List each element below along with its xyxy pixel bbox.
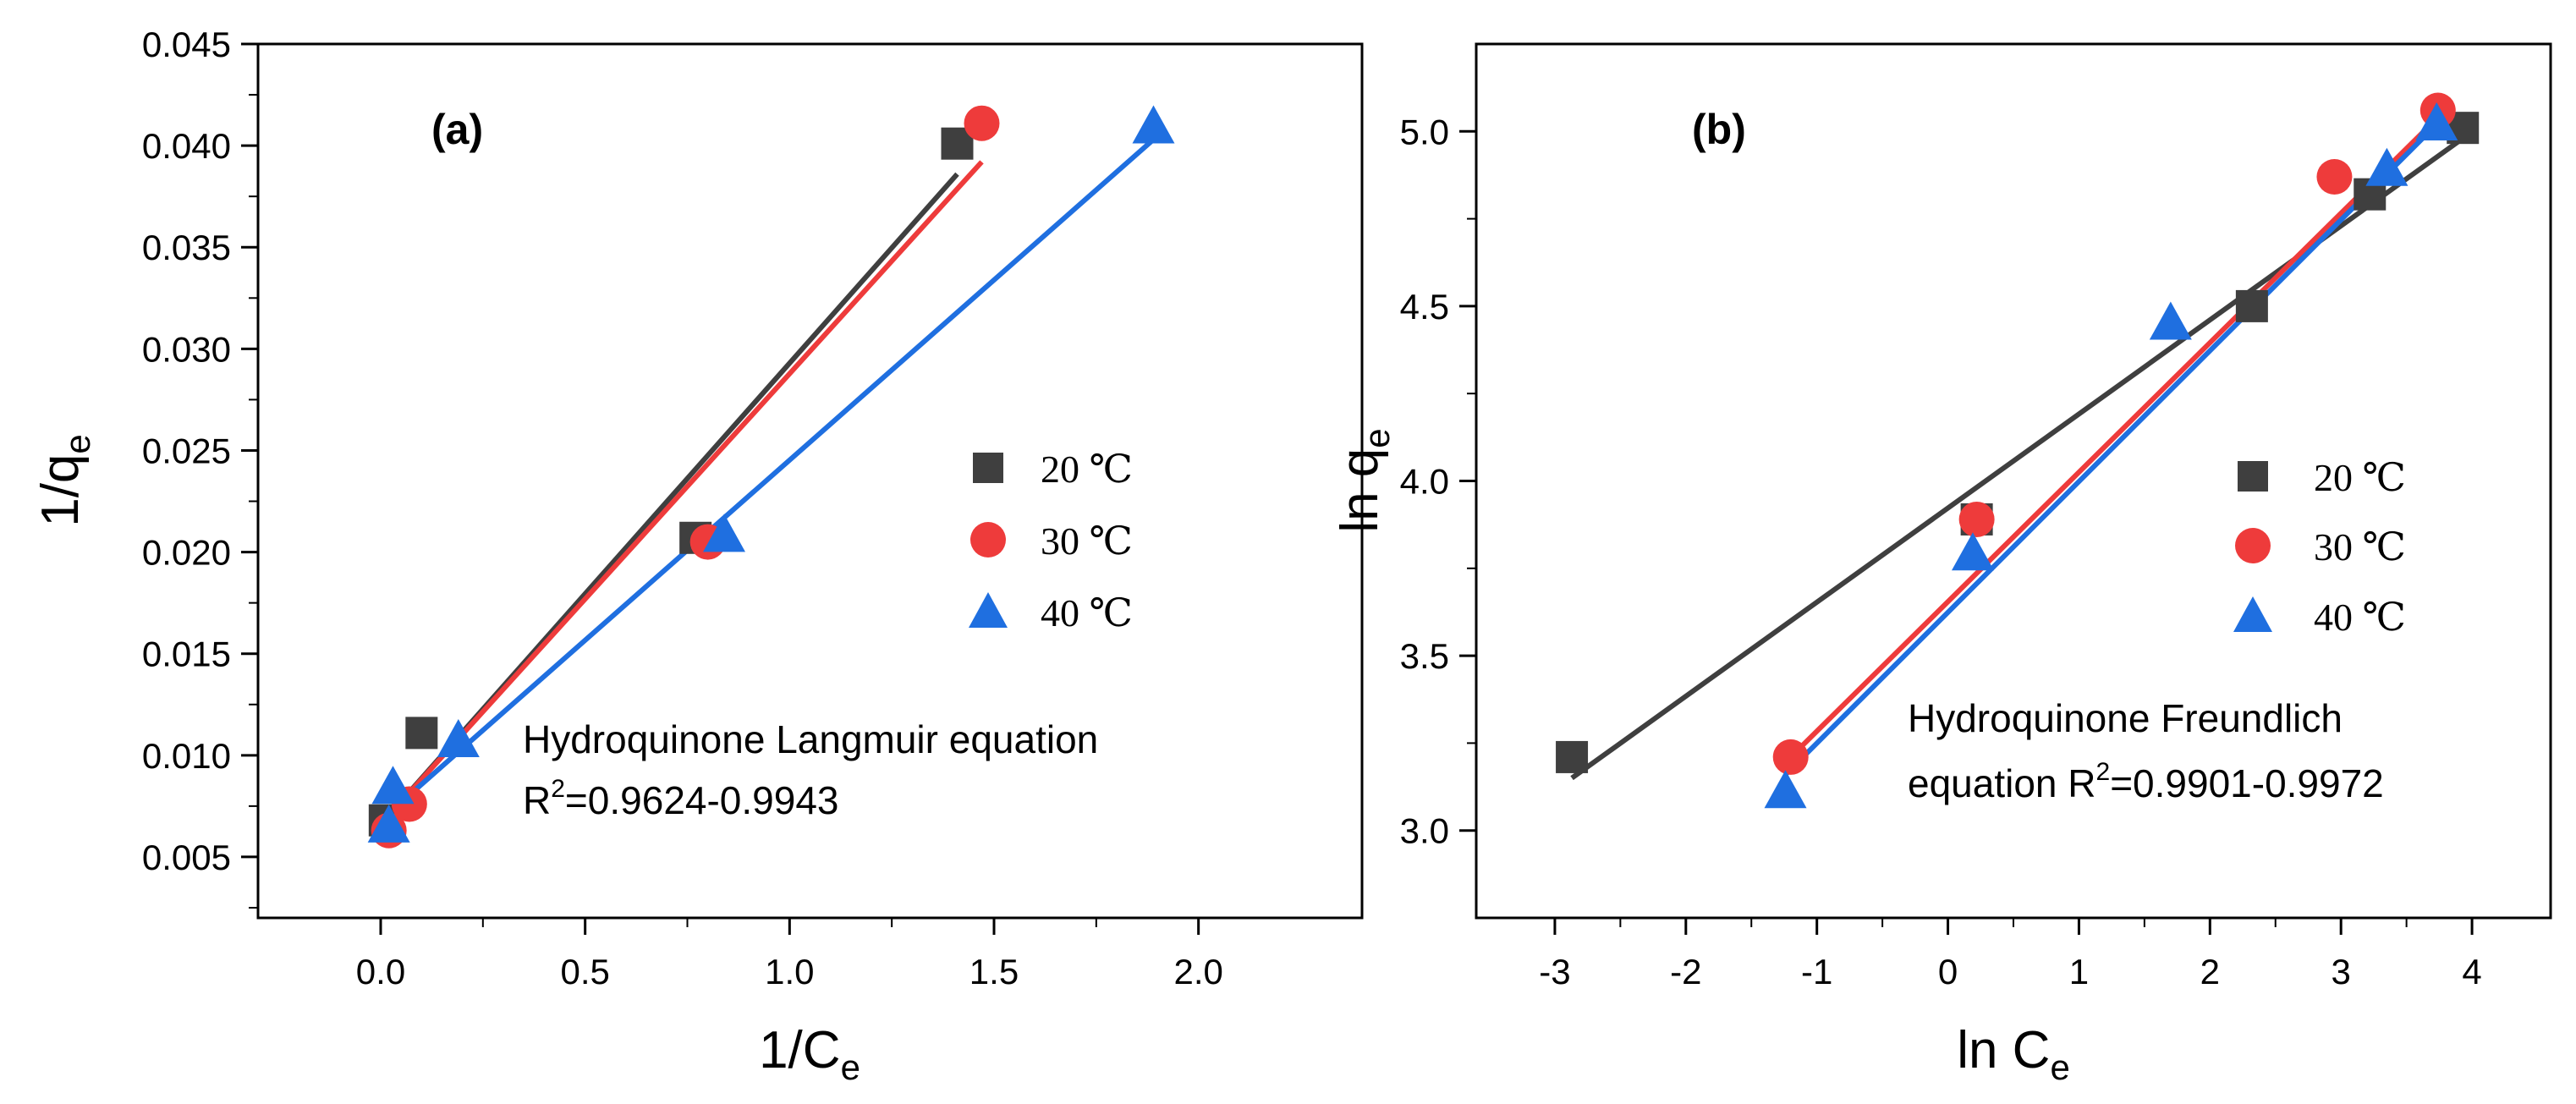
panel-b-y-tick-label: 3.0	[1400, 811, 1449, 851]
panel-b-point-series-1	[1958, 501, 1995, 537]
panel-b-point-series-2	[1764, 770, 1807, 809]
panel-a-x-tick-label: 0.0	[356, 952, 405, 991]
panel-a-y-tick-label: 0.040	[142, 126, 231, 166]
panel-b-x-tick-label: -1	[1801, 952, 1832, 991]
panel-b-y-tick-label: 4.0	[1400, 462, 1449, 502]
panel-a-label: (a)	[431, 106, 483, 153]
panel-a-point-series-2	[371, 766, 415, 805]
panel-b-y-tick-label: 3.5	[1400, 636, 1449, 676]
panel-b-fit-line-series-1	[1788, 115, 2440, 760]
panel-b-point-series-0	[1556, 740, 1589, 773]
panel-b-label: (b)	[1692, 106, 1746, 153]
panel-b-point-series-0	[2235, 289, 2268, 322]
panel-a-legend-label-40: 40 ℃	[1041, 591, 1133, 634]
panel-a-y-tick-label: 0.020	[142, 533, 231, 573]
panel-b-fit-line-series-2	[1783, 122, 2439, 777]
panel-b-legend: 20 ℃ 30 ℃ 40 ℃	[2233, 456, 2406, 639]
panel-b-point-series-1	[2316, 159, 2353, 195]
panel-a-legend: 20 ℃ 30 ℃ 40 ℃	[969, 448, 1133, 634]
panel-b-x-tick-label: 1	[2069, 952, 2089, 991]
panel-b-x-axis-label: ln Ce	[1957, 1021, 2070, 1087]
panel-b-x-tick-label: 2	[2200, 952, 2220, 991]
panel-a-y-tick-label: 0.010	[142, 736, 231, 776]
panel-b-annotation-line2: equation R2=0.9901-0.9972	[1908, 758, 2384, 805]
panel-a-y-axis-label: 1/qe	[31, 434, 97, 527]
panel-b-point-series-2	[2149, 301, 2192, 340]
panel-a-legend-marker-square	[973, 453, 1003, 483]
panel-a-frame	[256, 42, 1364, 920]
panel-a-x-tick-label: 1.5	[969, 952, 1019, 991]
panel-b-x-tick-label: 3	[2332, 952, 2351, 991]
panel-b-point-series-2	[2365, 147, 2408, 186]
panel-a-legend-label-20: 20 ℃	[1041, 448, 1133, 491]
panel-b-x-tick-label: -3	[1539, 952, 1570, 991]
panel-a-x-tick-label: 0.5	[560, 952, 609, 991]
panel-a-fit-line-series-1	[378, 160, 984, 827]
panel-a-point-series-2	[367, 804, 410, 843]
panel-a-chart: 0.0 0.5 1.0 1.5 2.0 0.005 0.010 0.015 0.020 0.025…	[31, 25, 1364, 1087]
panel-b-annotation-line1: Hydroquinone Freundlich	[1908, 696, 2343, 740]
panel-b-x-tick-label: 4	[2462, 952, 2481, 991]
panel-b-point-series-2	[1951, 532, 1994, 571]
panel-a-annotation-line2: R2=0.9624-0.9943	[523, 775, 839, 822]
panel-b-y-tick-label: 4.5	[1400, 287, 1449, 327]
panel-b-legend-label-40: 40 ℃	[2314, 596, 2406, 639]
panel-b-chart: -3 -2 -1 0 1 2 3 4 3.0 3.5 4.0 4.5 5.0 (b) ln Ce ln …	[1331, 42, 2552, 1087]
panel-a-y-tick-label: 0.015	[142, 634, 231, 674]
panel-a-x-axis-label: 1/Ce	[759, 1021, 860, 1087]
panel-a-y-tick-label: 0.030	[142, 329, 231, 369]
panel-b-legend-label-20: 20 ℃	[2314, 456, 2406, 499]
panel-b-legend-marker-square	[2238, 461, 2268, 492]
panel-a-point-series-2	[703, 514, 745, 552]
panel-a-legend-marker-triangle	[969, 592, 1008, 628]
panel-a-point-series-2	[1132, 105, 1175, 144]
panel-a-y-tick-label: 0.045	[142, 25, 231, 64]
panel-a-point-series-0	[405, 717, 438, 750]
panel-a-y-tick-label: 0.025	[142, 431, 231, 470]
panel-b-point-series-2	[2415, 102, 2458, 141]
panel-b-legend-marker-triangle	[2233, 596, 2272, 632]
panel-b-legend-label-30: 30 ℃	[2314, 525, 2406, 568]
panel-b-x-tick-label: 0	[1938, 952, 1958, 991]
panel-a-y-tick-label: 0.035	[142, 228, 231, 267]
panel-b-point-series-1	[1772, 739, 1809, 775]
panel-a-legend-label-30: 30 ℃	[1041, 519, 1133, 563]
panel-b-x-tick-label: -2	[1670, 952, 1701, 991]
panel-b-y-axis-label: ln qe	[1331, 428, 1397, 532]
panel-a-point-series-2	[437, 718, 480, 757]
panel-a-point-series-1	[964, 105, 1000, 141]
panel-a-y-tick-label: 0.005	[142, 838, 231, 877]
panel-a-legend-marker-circle	[970, 522, 1006, 557]
panel-a-fit-line-series-2	[379, 137, 1156, 822]
panel-a-x-tick-label: 2.0	[1173, 952, 1222, 991]
panel-b-legend-marker-circle	[2235, 528, 2271, 563]
panel-a-x-tick-label: 1.0	[765, 952, 814, 991]
panel-a-annotation-line1: Hydroquinone Langmuir equation	[523, 717, 1098, 761]
panel-b-y-tick-label: 5.0	[1400, 112, 1449, 151]
